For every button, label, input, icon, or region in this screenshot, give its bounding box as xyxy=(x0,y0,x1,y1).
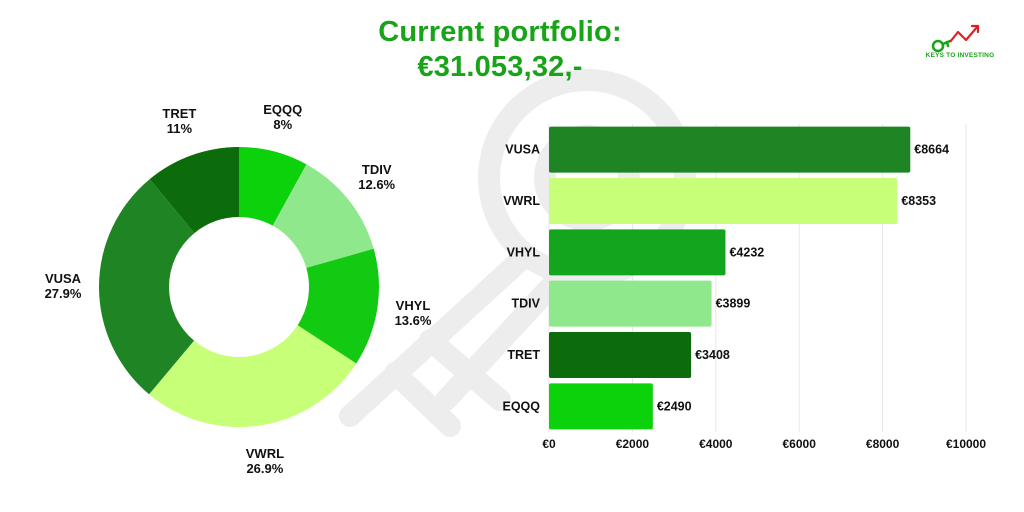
donut-slice-tdiv xyxy=(272,164,374,268)
donut-label-vwrl: VWRL 26.9% xyxy=(246,446,284,476)
donut-label-name: VUSA xyxy=(44,271,82,287)
donut-label-value: 8% xyxy=(273,116,293,132)
x-tick-label: €2000 xyxy=(616,437,650,451)
donut-label-name: TDIV xyxy=(361,162,392,178)
x-tick-label: €6000 xyxy=(783,437,817,451)
category-label-vhyl: VHYL xyxy=(507,245,541,259)
donut-label-value: 26.9% xyxy=(246,461,284,477)
category-label-tdiv: TDIV xyxy=(512,297,541,311)
donut-label-value: 12.6% xyxy=(358,177,396,193)
donut-label-eqqq: EQQQ 8% xyxy=(263,102,302,132)
bar-vusa xyxy=(549,126,911,173)
category-label-vusa: VUSA xyxy=(505,143,540,157)
donut-label-vusa: VUSA 27.9% xyxy=(45,271,82,301)
bar-value-label-vusa: €8664 xyxy=(914,143,949,157)
category-label-vwrl: VWRL xyxy=(503,194,540,208)
bar-value-label-vhyl: €4232 xyxy=(729,245,764,259)
donut-label-name: VHYL xyxy=(395,298,431,314)
bar-value-label-tret: €3408 xyxy=(695,348,730,362)
donut-label-vhyl: VHYL 13.6% xyxy=(395,298,432,328)
bar-value-label-eqqq: €2490 xyxy=(657,399,692,413)
category-label-tret: TRET xyxy=(507,348,540,362)
bar-tret xyxy=(549,332,692,378)
bar-value-label-tdiv: €3899 xyxy=(716,297,751,311)
donut-label-value: 27.9% xyxy=(44,286,82,302)
bar-value-label-vwrl: €8353 xyxy=(901,194,936,208)
logo-text: KEYS TO INVESTING xyxy=(925,52,995,59)
donut-slice-tret xyxy=(149,147,239,234)
donut-slice-eqqq xyxy=(239,147,307,226)
bar-vwrl xyxy=(549,178,898,224)
x-tick-label: €10000 xyxy=(946,437,986,451)
key-growth-arrow-icon xyxy=(931,24,980,53)
bar-eqqq xyxy=(549,383,653,430)
donut-label-name: EQQQ xyxy=(263,101,303,117)
bar-tdiv xyxy=(549,280,712,327)
x-tick-label: €8000 xyxy=(866,437,900,451)
donut-label-value: 11% xyxy=(166,121,193,137)
portfolio-total-value: €31.053,32,- xyxy=(417,51,583,83)
bar-vhyl xyxy=(549,229,726,276)
x-tick-label: €0 xyxy=(542,437,556,451)
donut-label-tret: TRET 11% xyxy=(162,106,196,136)
donut-label-name: VWRL xyxy=(245,446,285,462)
donut-slice-vhyl xyxy=(297,248,379,364)
portfolio-donut-chart xyxy=(98,147,379,428)
category-label-eqqq: EQQQ xyxy=(502,399,540,413)
donut-slice-vusa xyxy=(98,179,195,395)
x-tick-label: €4000 xyxy=(699,437,733,451)
donut-label-value: 13.6% xyxy=(394,313,432,329)
donut-slice-vwrl xyxy=(149,325,357,428)
donut-label-name: TRET xyxy=(162,106,197,122)
donut-label-tdiv: TDIV 12.6% xyxy=(358,162,395,192)
page-title: Current portfolio: xyxy=(378,16,622,48)
